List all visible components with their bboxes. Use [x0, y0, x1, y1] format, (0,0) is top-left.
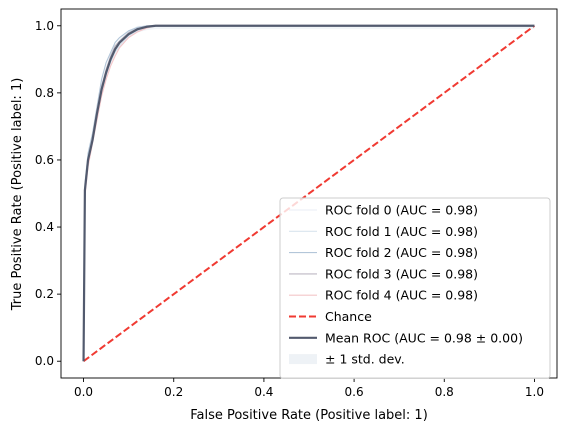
x-axis-label: False Positive Rate (Positive label: 1): [190, 408, 428, 423]
y-tick-label: 0.2: [35, 287, 54, 301]
legend-label: ± 1 std. dev.: [325, 352, 405, 367]
x-tick-label: 0.4: [254, 385, 273, 399]
y-tick-label: 0.0: [35, 354, 54, 368]
legend-label: ROC fold 1 (AUC = 0.98): [325, 224, 478, 239]
x-tick-label: 0.6: [345, 385, 364, 399]
legend-label: ROC fold 2 (AUC = 0.98): [325, 245, 478, 260]
x-tick-label: 0.2: [164, 385, 183, 399]
y-tick-label: 1.0: [35, 19, 54, 33]
legend-label: ROC fold 3 (AUC = 0.98): [325, 266, 478, 281]
x-tick-label: 0.8: [435, 385, 454, 399]
y-tick-label: 0.6: [35, 153, 54, 167]
x-tick-label: 0.0: [74, 385, 93, 399]
y-tick-label: 0.8: [35, 86, 54, 100]
y-tick-label: 0.4: [35, 220, 54, 234]
x-tick-label: 1.0: [525, 385, 544, 399]
legend: ROC fold 0 (AUC = 0.98) ROC fold 1 (AUC =…: [280, 198, 550, 378]
legend-label: ROC fold 4 (AUC = 0.98): [325, 288, 478, 303]
legend-label: ROC fold 0 (AUC = 0.98): [325, 203, 478, 218]
legend-label: Mean ROC (AUC = 0.98 ± 0.00): [325, 330, 523, 345]
y-axis-label: True Positive Rate (Positive label: 1): [10, 78, 25, 312]
legend-handle-band: [289, 354, 317, 364]
legend-label: Chance: [325, 309, 372, 324]
